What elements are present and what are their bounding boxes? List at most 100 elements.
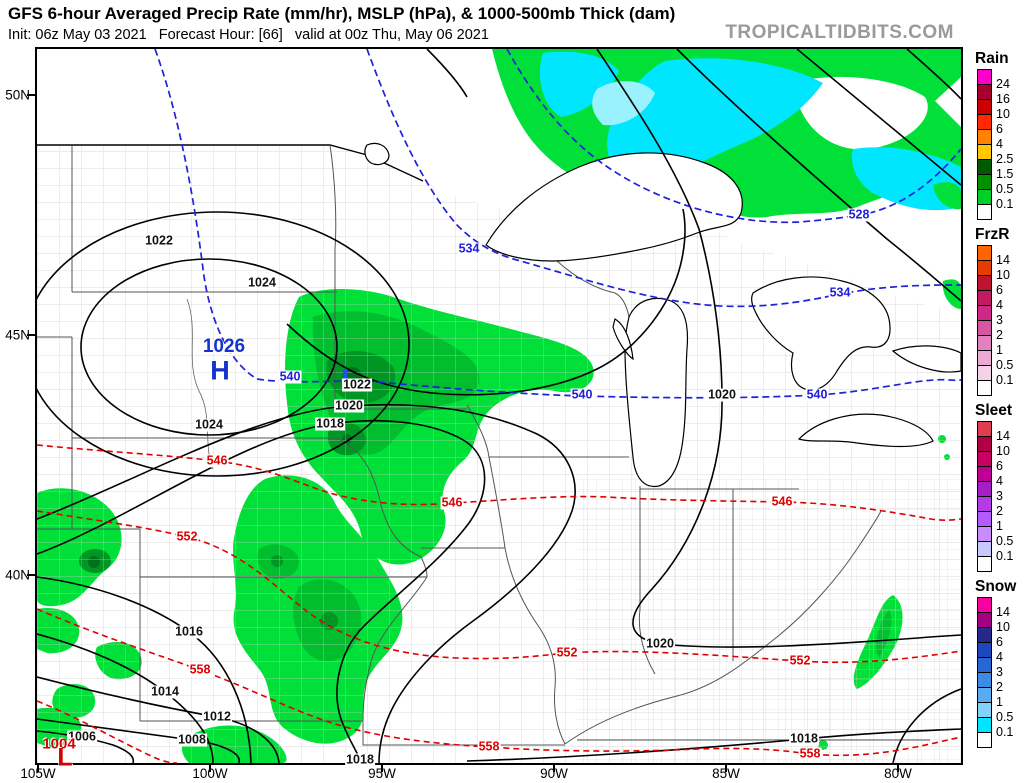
legend-cell [977,129,992,145]
legend-cell [977,702,992,718]
contour-label-mslp-1006: 1006 [67,729,97,744]
low-pressure-symbol: L [57,743,73,772]
contour-label-mslp-1024: 1024 [247,275,277,290]
legend-cell [977,481,992,497]
lat-tick [27,94,35,96]
legend-title-frzr: FrzR [975,226,1010,243]
legend-tick-label: 2 [996,328,1003,342]
legend-tick-label: 0.5 [996,534,1014,548]
contour-label-mslp-1018: 1018 [345,752,375,767]
county-boundaries-dense [577,479,961,763]
legend-tick-label: 6 [996,283,1003,297]
legend-cell [977,114,992,130]
legend-cell [977,380,992,396]
lat-tick [27,574,35,576]
lon-label-90W: 90W [540,766,568,781]
legend-tick-label: 6 [996,635,1003,649]
legend-tick-label: 0.5 [996,182,1014,196]
contour-label-mslp-1022: 1022 [342,377,372,392]
legend-cell [977,69,992,85]
legend-tick-label: 10 [996,620,1010,634]
legend-tick-label: 14 [996,605,1010,619]
lon-label-85W: 85W [712,766,740,781]
contour-label-thickness-552: 552 [175,529,199,544]
legend-tick-label: 0.5 [996,710,1014,724]
contour-label-thickness-534: 534 [828,285,852,300]
legend-tick-label: 10 [996,268,1010,282]
contour-label-mslp-1012: 1012 [202,709,232,724]
contour-label-thickness-558: 558 [798,746,822,761]
legend-tick-label: 1 [996,695,1003,709]
legend-cell [977,732,992,748]
legend-cell [977,672,992,688]
legend-title-rain: Rain [975,50,1009,67]
legend-tick-label: 1 [996,343,1003,357]
legend-tick-label: 0.5 [996,358,1014,372]
legend-cell [977,421,992,437]
lon-label-100W: 100W [192,766,228,781]
contour-label-mslp-1022: 1022 [144,233,174,248]
contour-label-mslp-1020: 1020 [645,636,675,651]
legend-tick-label: 0.1 [996,725,1014,739]
legend-tick-label: 10 [996,444,1010,458]
contour-label-thickness-528: 528 [847,207,871,222]
legend-tick-label: 3 [996,489,1003,503]
legend-cell [977,174,992,190]
legend-cell [977,466,992,482]
legend-tick-label: 1.5 [996,167,1014,181]
contour-label-thickness-540: 540 [805,387,829,402]
legend-tick-label: 3 [996,313,1003,327]
legend-cell [977,597,992,613]
contour-label-thickness-558: 558 [477,739,501,754]
legend-title-sleet: Sleet [975,402,1013,419]
legend-tick-label: 10 [996,107,1010,121]
legend-cell [977,556,992,572]
legend-tick-label: 0.1 [996,197,1014,211]
legend-tick-label: 6 [996,122,1003,136]
legend-cell [977,204,992,220]
legend-tick-label: 16 [996,92,1010,106]
legend-cell [977,687,992,703]
legend-tick-label: 4 [996,298,1003,312]
contour-label-mslp-1018: 1018 [315,416,345,431]
high-pressure-symbol: H [210,355,230,386]
lat-label-45N: 45N [5,327,30,343]
legend-cell [977,436,992,452]
contour-label-thickness-552: 552 [555,645,579,660]
lat-label-50N: 50N [5,87,30,103]
legend-cell [977,657,992,673]
legend-cell [977,365,992,381]
legend-cell [977,612,992,628]
contour-label-thickness-546: 546 [205,453,229,468]
legend-tick-label: 0.1 [996,549,1014,563]
contour-label-thickness-540: 540 [278,369,302,384]
lon-tick [897,765,899,772]
contour-label-mslp-1020: 1020 [707,387,737,402]
legend-cell [977,335,992,351]
legend-tick-label: 6 [996,459,1003,473]
lat-label-40N: 40N [5,567,30,583]
lon-tick [553,765,555,772]
legend-tick-label: 2 [996,680,1003,694]
legend-tick-label: 14 [996,253,1010,267]
contour-label-thickness-540: 540 [570,387,594,402]
legend-cell [977,511,992,527]
legend-cell [977,320,992,336]
contour-label-thickness-558: 558 [188,662,212,677]
legend-cell [977,245,992,261]
legend-cell [977,189,992,205]
legend-cell [977,99,992,115]
legend-tick-label: 4 [996,474,1003,488]
lon-tick [209,765,211,772]
legend-tick-label: 2 [996,504,1003,518]
watermark-tropicaltidbits: TROPICALTIDBITS.COM [725,22,954,43]
legend-cell [977,350,992,366]
legend-cell [977,275,992,291]
legend-tick-label: 2.5 [996,152,1014,166]
contour-label-thickness-546: 546 [770,494,794,509]
legend-tick-label: 14 [996,429,1010,443]
contour-label-mslp-1018: 1018 [789,731,819,746]
state-borders [37,144,930,746]
legend-cell [977,496,992,512]
high-pressure-value: 1026 [202,336,246,357]
